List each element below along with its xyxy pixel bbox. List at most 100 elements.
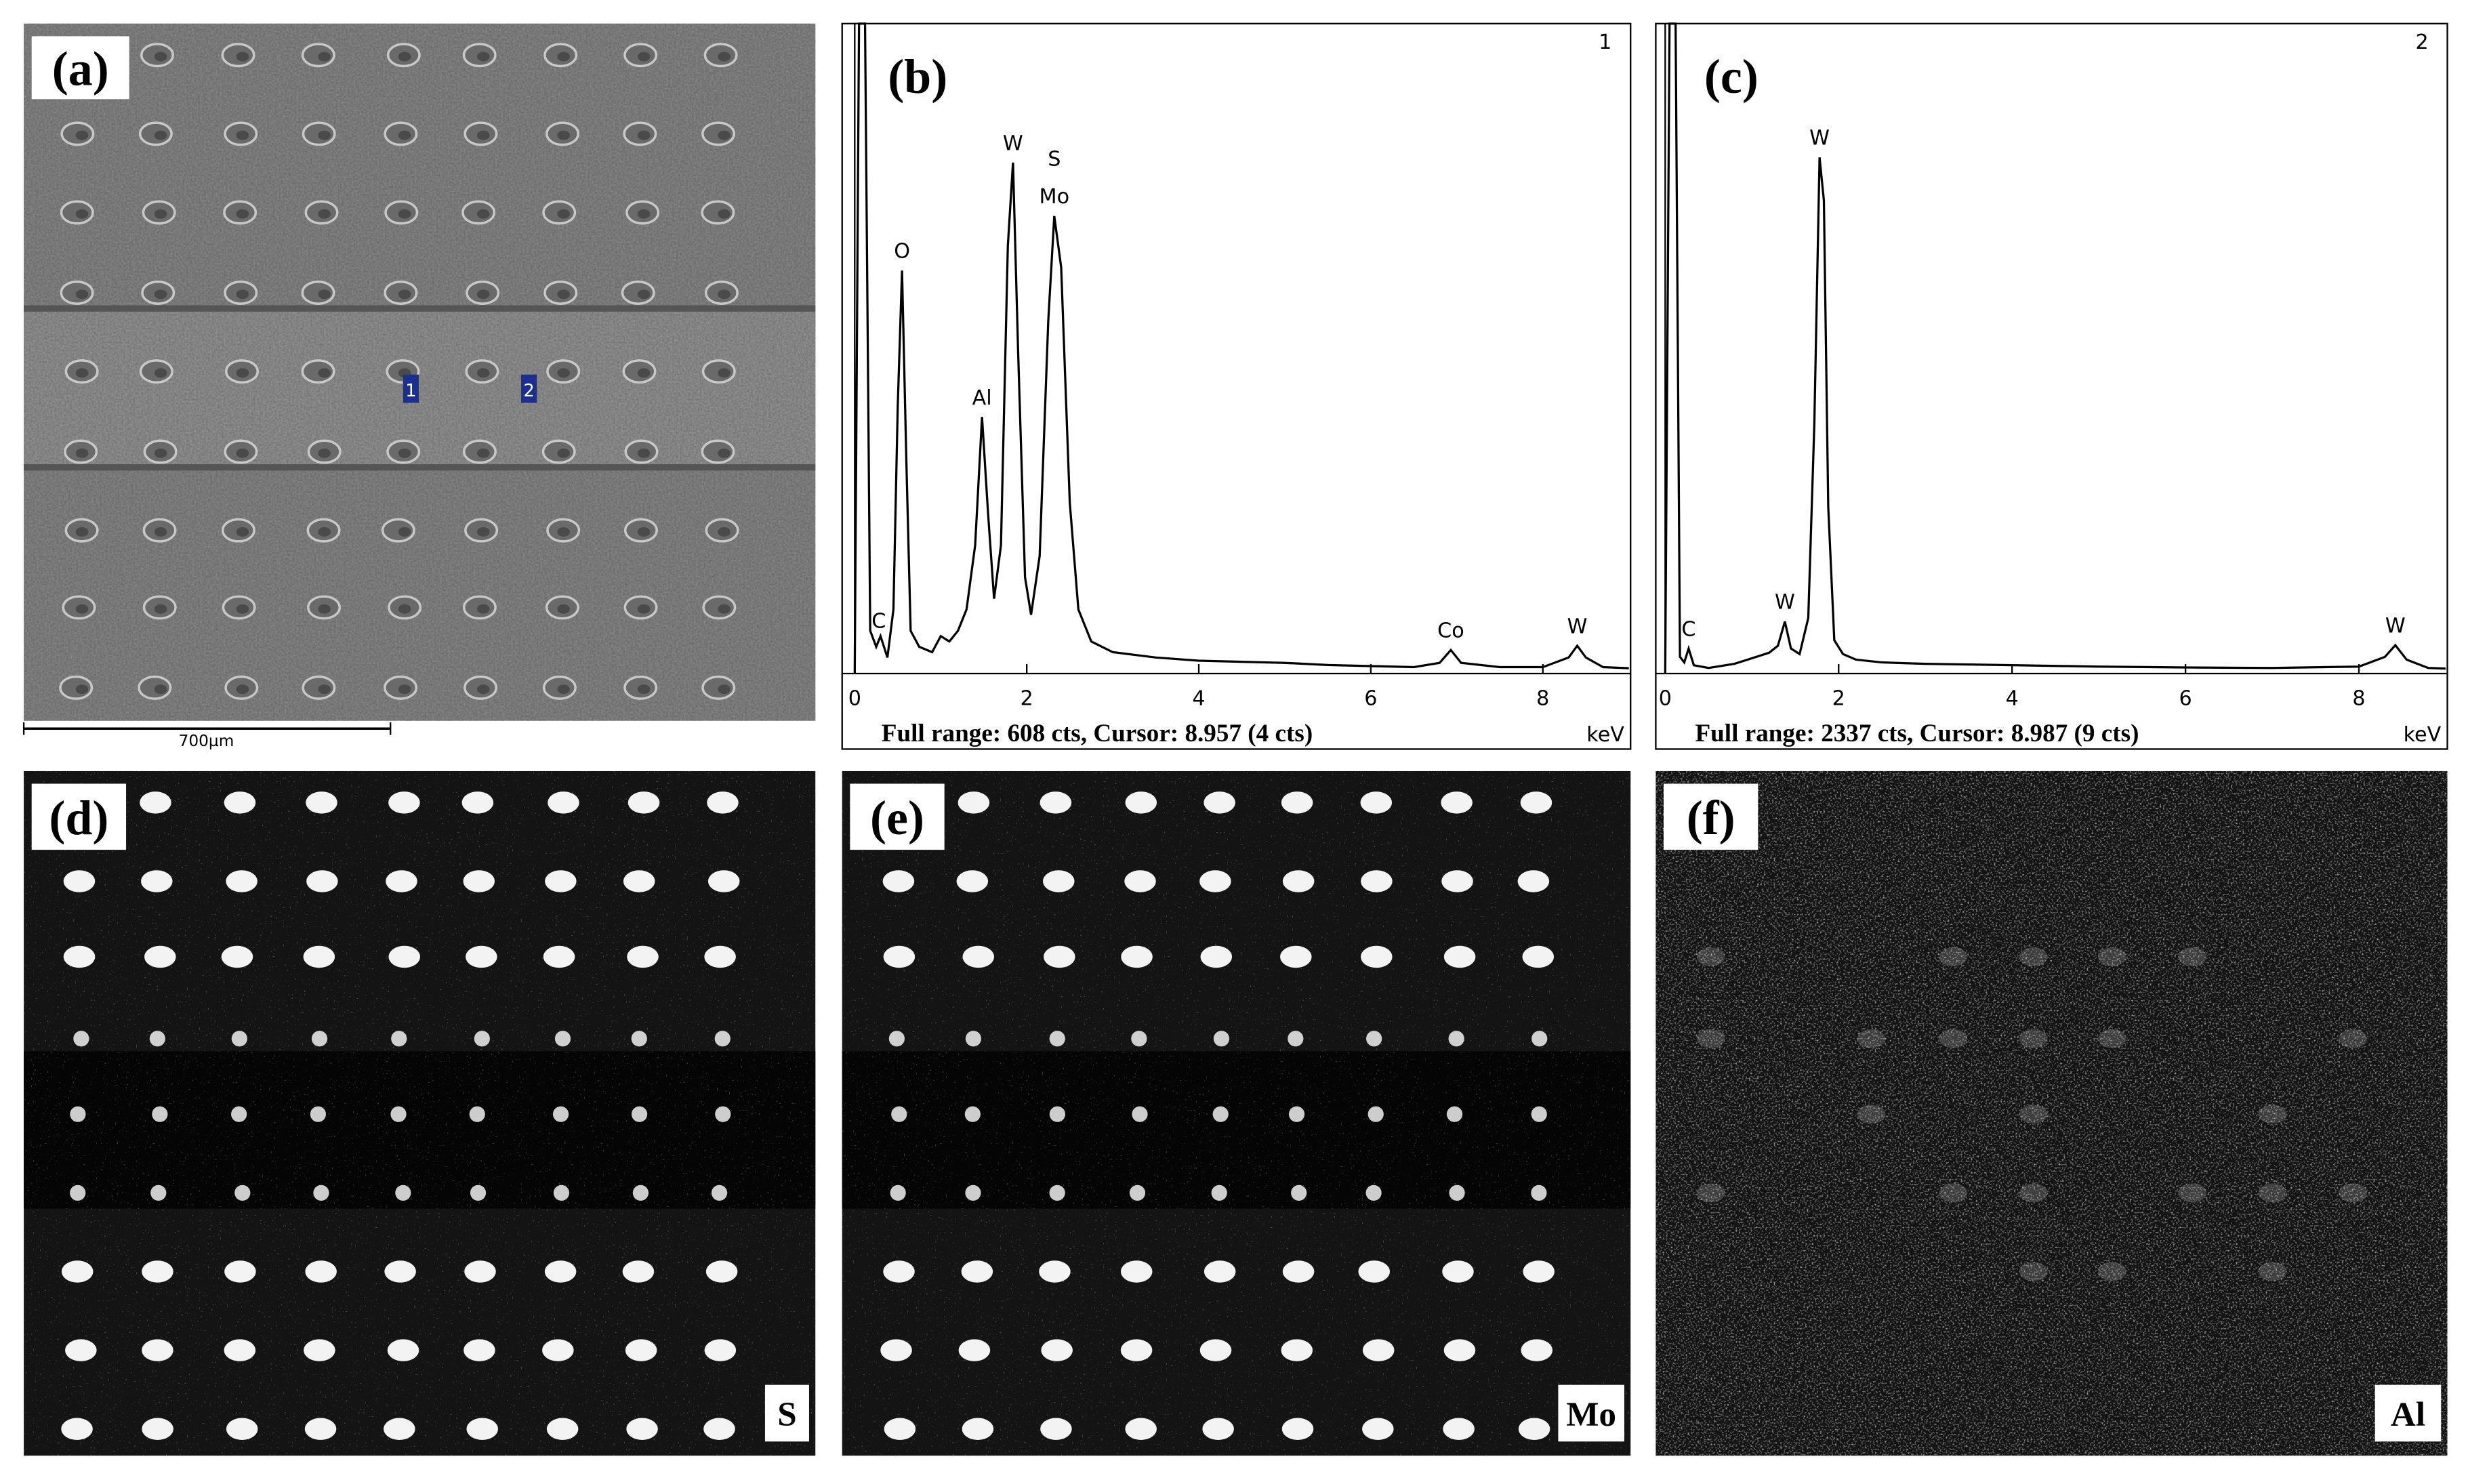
panel-label-box: [1684, 42, 1779, 109]
spectrum-id: 1: [1599, 30, 1611, 54]
map-spot: [958, 1339, 991, 1361]
sem-pit-core: [476, 448, 490, 458]
sem-pit-core: [154, 289, 167, 300]
element-label: Mo: [1566, 1395, 1616, 1434]
map-spot: [714, 1031, 731, 1047]
map-spot: [622, 1260, 655, 1283]
map-spot: [965, 1031, 982, 1047]
map-spot: [142, 1260, 173, 1283]
map-spot: [891, 1106, 907, 1122]
spectrum-line: [853, 22, 1629, 674]
sem-pit-core: [236, 527, 249, 537]
sem-pit-core: [318, 368, 331, 378]
panel-label-box: [31, 783, 127, 850]
map-spot: [464, 1339, 495, 1361]
sem-pit-core: [637, 368, 651, 378]
map-spot: [388, 791, 420, 814]
sem-pit-core: [398, 130, 411, 140]
map-spot: [543, 945, 575, 968]
sem-pit-core: [75, 448, 89, 458]
sem-pit-core: [718, 209, 731, 219]
peak-label: S: [1048, 147, 1061, 171]
map-spot: [1857, 1029, 1886, 1048]
x-tick-label: 4: [1192, 686, 1205, 710]
point-marker-label: 2: [523, 381, 534, 401]
map-spot: [1281, 1339, 1313, 1361]
map-spot: [1049, 1031, 1065, 1047]
map-spot: [1448, 1031, 1464, 1047]
map-spot: [888, 1031, 905, 1047]
element-map: (e) Mo: [842, 770, 1631, 1456]
sem-pit-core: [154, 130, 167, 140]
peak-label: O: [894, 240, 910, 264]
map-spot: [962, 1418, 994, 1440]
peak-label: Mo: [1040, 185, 1070, 209]
element-label: S: [777, 1395, 796, 1434]
spectrum-footer: Full range: 608 cts, Cursor: 8.957 (4 ct…: [882, 720, 1313, 747]
map-spot: [73, 1031, 89, 1047]
sem-pit-core: [318, 51, 331, 62]
map-spot: [1520, 791, 1552, 814]
map-spot: [391, 1031, 407, 1047]
map-spot: [464, 1260, 496, 1283]
x-axis-label: keV: [1586, 723, 1624, 747]
sem-pit-core: [236, 289, 249, 300]
sem-pit-core: [637, 209, 651, 219]
sem-pit-core: [318, 604, 331, 614]
sem-pit-core: [557, 604, 570, 614]
sem-pit-core: [398, 604, 411, 614]
map-spot: [962, 945, 994, 968]
map-spot: [1281, 1418, 1314, 1440]
sem-pit-core: [318, 130, 331, 140]
x-tick-label: 8: [2352, 686, 2365, 710]
sem-pit-core: [476, 289, 490, 300]
map-spot: [1132, 1106, 1148, 1122]
panel-label-box: [870, 42, 965, 109]
map-spot: [140, 791, 171, 814]
element-label-box: [764, 1384, 809, 1442]
map-spot: [544, 1260, 577, 1283]
map-spot: [386, 870, 417, 892]
map-spot: [384, 1418, 415, 1440]
map-spot: [2019, 1029, 2048, 1048]
sem-pit-core: [236, 51, 249, 62]
spectrum-footer: Full range: 2337 cts, Cursor: 8.987 (9 c…: [1695, 720, 2139, 747]
sem-pit-core: [154, 604, 167, 614]
sem-pit-core: [236, 448, 249, 458]
sem-pit-core: [236, 209, 249, 219]
map-spot: [1449, 1184, 1465, 1201]
map-spot: [306, 870, 338, 892]
map-spot: [1124, 870, 1156, 892]
map-spot: [1281, 791, 1313, 814]
map-spot: [2339, 1029, 2368, 1048]
map-spot: [1696, 1029, 1725, 1048]
sem-pit-core: [398, 527, 411, 537]
map-spot: [70, 1106, 86, 1122]
sem-pit-core: [476, 604, 490, 614]
point-marker-label: 1: [405, 381, 416, 401]
map-spot: [956, 870, 989, 892]
map-spot: [1041, 1339, 1073, 1361]
element-map: (f) Al: [1655, 770, 2448, 1456]
map-spot: [234, 1184, 251, 1201]
map-spot: [1523, 1260, 1555, 1283]
map-spot: [1531, 1184, 1547, 1201]
peak-label: C: [1681, 617, 1695, 641]
panel-frame: [1655, 22, 2448, 750]
map-spot: [1365, 1184, 1382, 1201]
map-spot: [631, 1031, 647, 1047]
spectrum-id: 2: [2415, 30, 2428, 54]
map-spot: [552, 1106, 569, 1122]
sem-pit-core: [557, 684, 570, 695]
map-spot: [304, 1339, 335, 1361]
sem-pit-core: [236, 368, 249, 378]
map-spot: [1517, 870, 1550, 892]
map-spot: [142, 1339, 173, 1361]
map-spot: [1939, 1029, 1968, 1048]
peak-label: W: [1775, 591, 1795, 615]
element-label-box: [1558, 1384, 1624, 1442]
map-spot: [303, 945, 335, 968]
sem-pit-core: [398, 51, 411, 62]
map-spot: [1362, 1339, 1395, 1361]
sem-pit-core: [476, 209, 490, 219]
